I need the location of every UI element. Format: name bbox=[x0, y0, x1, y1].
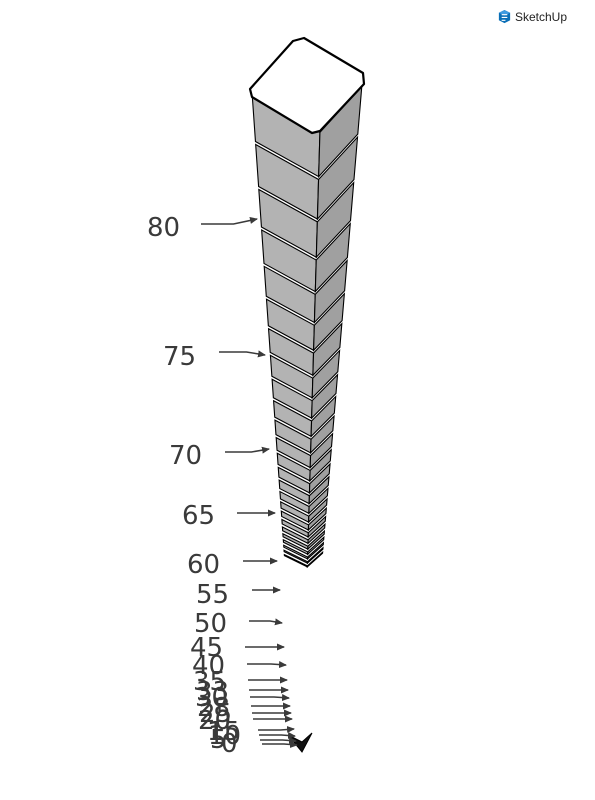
marker-label: 60 bbox=[187, 550, 220, 580]
marker-label: 20 bbox=[198, 706, 231, 736]
tower-segment bbox=[280, 497, 328, 524]
brand-name: SketchUp bbox=[515, 9, 568, 24]
height-marker: 10 bbox=[208, 721, 296, 751]
height-marker: 40 bbox=[192, 651, 287, 681]
height-marker: 35 bbox=[193, 667, 288, 697]
height-marker: 30 bbox=[195, 683, 290, 713]
marker-leader-arrow bbox=[262, 740, 298, 748]
height-marker: 33 bbox=[196, 677, 289, 707]
tower-segment bbox=[282, 535, 325, 556]
tower-segment bbox=[271, 373, 339, 420]
tower-segment bbox=[267, 322, 343, 377]
marker-leader-arrow bbox=[201, 217, 258, 225]
marker-leader-arrow bbox=[250, 694, 290, 702]
marker-leader-arrow bbox=[225, 446, 270, 454]
height-marker: 50 bbox=[194, 609, 283, 639]
tower-segment bbox=[275, 432, 334, 469]
tower-segment bbox=[261, 222, 351, 293]
tower-segment bbox=[281, 515, 327, 539]
marker-label: 5 bbox=[210, 725, 227, 755]
height-marker: 65 bbox=[182, 501, 276, 531]
tower-segment bbox=[282, 529, 326, 551]
height-marker: 5 bbox=[210, 725, 297, 755]
height-marker: 28 bbox=[197, 693, 291, 723]
tower-segment bbox=[265, 292, 346, 352]
marker-leader-arrow bbox=[259, 731, 296, 739]
tower-segment bbox=[278, 475, 330, 505]
marker-label: 65 bbox=[182, 501, 215, 531]
sketchup-logo-icon bbox=[498, 9, 511, 24]
tower-segment bbox=[258, 181, 355, 259]
tower-segment bbox=[269, 349, 341, 400]
height-marker: 15 bbox=[207, 717, 295, 747]
tower-segment bbox=[276, 448, 332, 483]
tower-segment bbox=[272, 395, 337, 438]
marker-label: 75 bbox=[163, 342, 196, 372]
marker-label: 80 bbox=[147, 213, 180, 243]
tower-segment bbox=[280, 506, 327, 532]
marker-label: 50 bbox=[194, 609, 227, 639]
height-marker: 25 bbox=[199, 699, 292, 729]
height-marker: 75 bbox=[163, 342, 266, 372]
marker-label: 33 bbox=[196, 677, 229, 707]
marker-label: 40 bbox=[192, 651, 225, 681]
tower-top-cap bbox=[248, 36, 366, 135]
height-marker: 0 bbox=[221, 729, 298, 759]
marker-label: 30 bbox=[195, 683, 228, 713]
height-marker: 45 bbox=[190, 633, 285, 663]
marker-label: 15 bbox=[207, 717, 240, 747]
marker-label: 25 bbox=[199, 699, 232, 729]
height-marker: 80 bbox=[147, 213, 258, 243]
tower-segment bbox=[263, 259, 348, 324]
marker-leader-arrow bbox=[247, 661, 287, 669]
tower-segment bbox=[277, 462, 331, 495]
marker-leader-arrow bbox=[260, 736, 297, 744]
brand-logo: SketchUp bbox=[497, 9, 567, 24]
marker-leader-arrow bbox=[219, 350, 266, 358]
marker-label: 28 bbox=[197, 693, 230, 723]
tapered-tower-model bbox=[248, 36, 366, 753]
marker-label: 45 bbox=[190, 633, 223, 663]
marker-label: 35 bbox=[193, 667, 226, 697]
tower-segment bbox=[283, 546, 324, 565]
marker-leader-arrow bbox=[258, 726, 295, 734]
tower-segment bbox=[274, 414, 335, 455]
marker-label: 10 bbox=[208, 721, 241, 751]
height-marker: 70 bbox=[169, 441, 270, 471]
tower-segment bbox=[283, 541, 325, 561]
tower-segment bbox=[279, 487, 329, 515]
height-marker: 60 bbox=[187, 550, 278, 580]
tower-segment bbox=[255, 135, 359, 221]
marker-leader-arrow bbox=[249, 618, 283, 626]
height-marker: 20 bbox=[198, 706, 293, 736]
marker-label: 70 bbox=[169, 441, 202, 471]
tower-segment bbox=[281, 522, 326, 545]
tower-segment bbox=[283, 550, 324, 569]
marker-label: 0 bbox=[221, 729, 238, 759]
height-marker: 55 bbox=[196, 580, 281, 610]
marker-label: 55 bbox=[196, 580, 229, 610]
